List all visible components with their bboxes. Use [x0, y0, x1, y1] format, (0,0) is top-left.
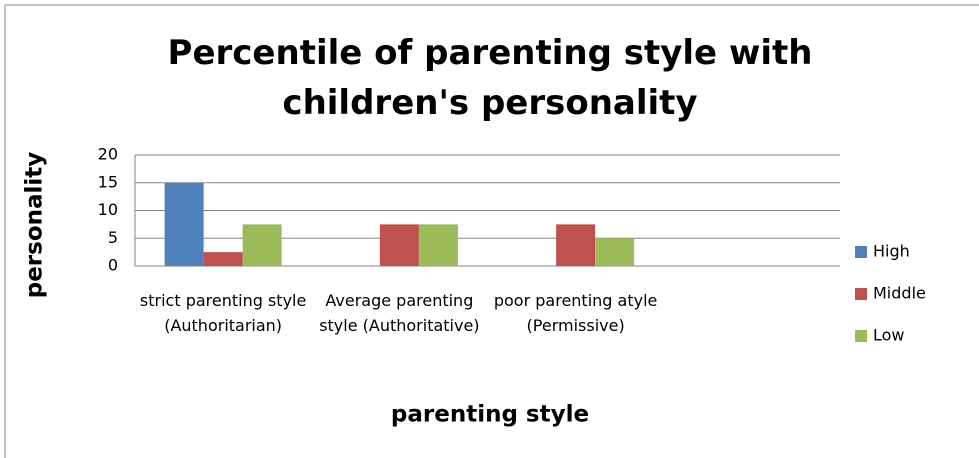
bar — [242, 224, 282, 266]
y-tick-label: 15 — [98, 172, 118, 191]
bar — [595, 238, 635, 266]
bar — [556, 224, 596, 266]
y-tick-label: 20 — [98, 145, 118, 164]
legend-label: Middle — [873, 284, 926, 303]
x-tick-label: Average parenting style (Authoritative) — [319, 291, 480, 335]
legend-label: High — [873, 242, 910, 261]
chart-frame — [4, 4, 979, 458]
bar — [164, 182, 204, 266]
legend-swatch — [855, 246, 867, 258]
chart-title: Percentile of parenting style with child… — [167, 33, 813, 123]
legend-label: Low — [873, 326, 905, 345]
bar — [379, 224, 419, 266]
x-tick-label: strict parenting style (Authoritarian) — [139, 291, 307, 335]
y-axis-label: personality — [22, 152, 48, 299]
bar — [203, 252, 243, 266]
y-tick-label: 5 — [108, 228, 118, 247]
x-tick-label: poor parenting atyle (Permissive) — [493, 291, 658, 335]
bar — [418, 224, 458, 266]
legend-swatch — [855, 330, 867, 342]
y-tick-label: 10 — [98, 200, 118, 219]
x-axis-label: parenting style — [391, 402, 589, 428]
legend-swatch — [855, 288, 867, 300]
y-tick-label: 0 — [108, 256, 118, 275]
